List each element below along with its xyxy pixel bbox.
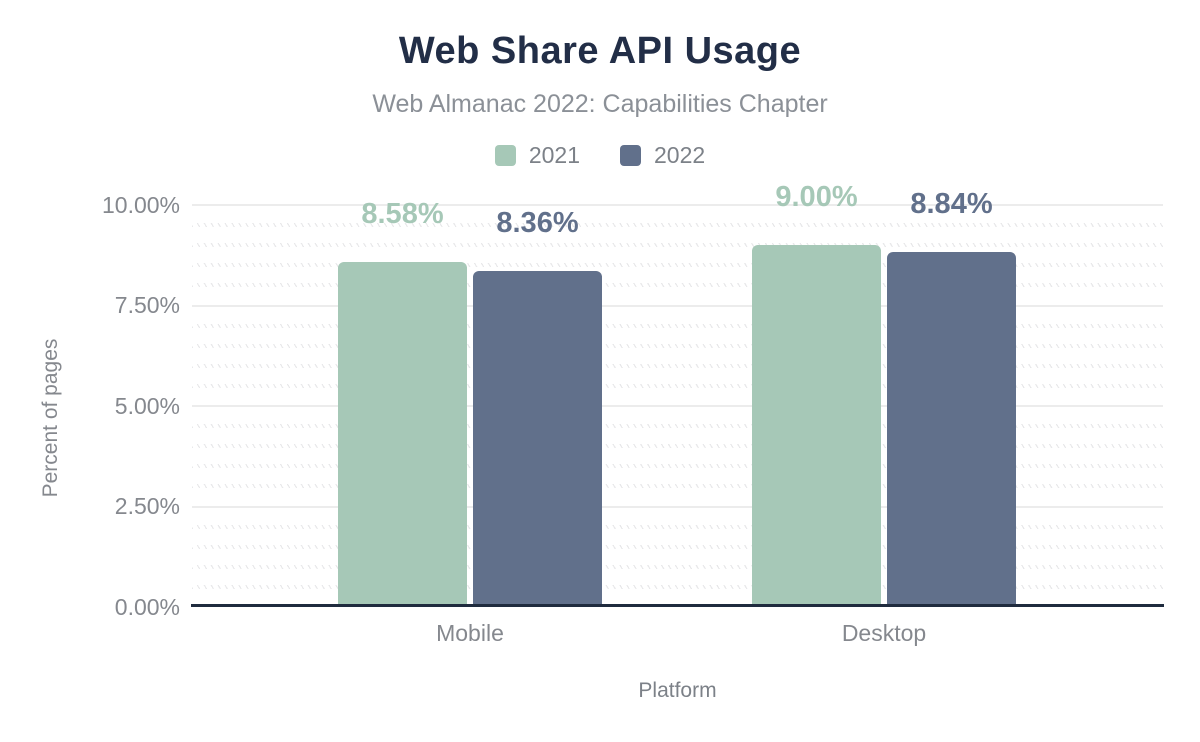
gridline-minor xyxy=(192,263,1163,268)
x-axis-title: Platform xyxy=(638,679,717,702)
legend-item-2022[interactable]: 2022 xyxy=(620,142,705,169)
gridline-major xyxy=(192,304,1163,307)
gridline-minor xyxy=(192,243,1163,248)
gridline-minor xyxy=(192,383,1163,388)
y-axis-tick-label: 5.00% xyxy=(114,393,180,419)
y-axis-tick-label: 0.00% xyxy=(114,594,180,620)
gridline-minor xyxy=(192,444,1163,449)
bar-value-label-mobile-2021: 8.58% xyxy=(361,198,444,231)
gridline-minor xyxy=(192,363,1163,368)
gridline-major xyxy=(192,405,1163,407)
y-axis-tick-label: 7.50% xyxy=(114,292,180,318)
gridline-minor xyxy=(192,223,1163,228)
legend-label-2022: 2022 xyxy=(654,142,706,168)
legend-item-2021[interactable]: 2021 xyxy=(494,142,580,169)
bar-value-label-mobile-2022: 8.36% xyxy=(496,206,579,239)
gridline-minor xyxy=(192,484,1163,489)
bar-value-label-desktop-2021: 9.00% xyxy=(775,181,858,214)
y-axis-tick-label: 10.00% xyxy=(101,192,180,218)
gridline-minor xyxy=(192,544,1163,549)
x-axis-tick-label-mobile: Mobile xyxy=(436,620,504,646)
gridline-minor xyxy=(192,584,1163,589)
gridline-major xyxy=(192,204,1163,206)
bar-desktop-2021[interactable] xyxy=(752,245,881,607)
gridline-minor xyxy=(192,564,1163,569)
gridline-minor xyxy=(192,283,1163,288)
legend-swatch-2022 xyxy=(620,145,641,166)
y-axis-title: Percent of pages xyxy=(39,338,62,498)
legend: 2021 2022 xyxy=(0,142,1200,169)
gridline-minor xyxy=(192,323,1163,328)
gridline-minor xyxy=(192,464,1163,469)
bar-mobile-2022[interactable] xyxy=(473,270,602,607)
bar-mobile-2021[interactable] xyxy=(338,262,467,607)
gridline-major xyxy=(192,505,1163,508)
legend-label-2021: 2021 xyxy=(528,142,580,168)
bar-desktop-2022[interactable] xyxy=(887,251,1016,607)
legend-swatch-2021 xyxy=(494,145,516,166)
gridline-minor xyxy=(192,343,1163,348)
x-axis-tick-label-desktop: Desktop xyxy=(841,620,927,646)
bar-value-label-desktop-2022: 8.84% xyxy=(910,187,993,220)
gridline-minor xyxy=(192,424,1163,429)
chart-title: Web Share API Usage xyxy=(398,30,802,72)
y-axis-tick-label: 2.50% xyxy=(114,493,180,519)
x-axis-line xyxy=(191,604,1164,607)
gridline-minor xyxy=(192,524,1163,529)
chart-subtitle: Web Almanac 2022: Capabilities Chapter xyxy=(372,90,828,118)
plot-area: 8.58% 8.36% 9.00% 8.84% xyxy=(192,181,1163,607)
